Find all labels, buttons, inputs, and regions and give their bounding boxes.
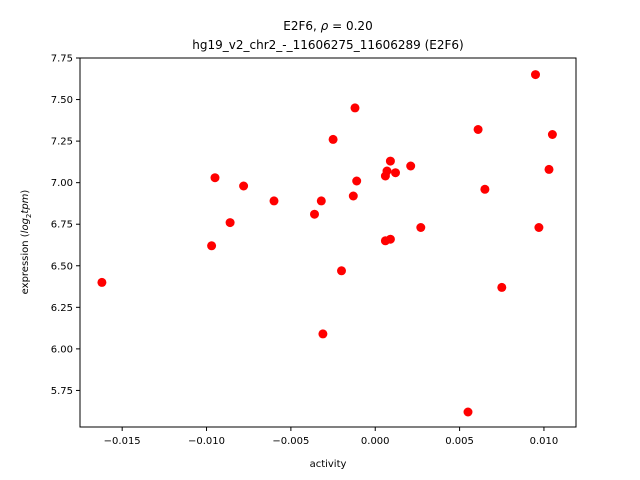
data-point (547, 130, 557, 139)
y-axis-ticks: 5.75 6.00 6.25 6.50 6.75 7.00 7.25 7.50 7.75 (51, 54, 80, 397)
y-tick-label: 6.50 (51, 261, 73, 272)
data-point (531, 70, 540, 80)
y-tick-label: 7.75 (51, 54, 73, 65)
data-point (391, 168, 400, 178)
data-point (473, 125, 483, 134)
data-point (207, 241, 217, 251)
data-point (497, 282, 507, 292)
data-point (310, 209, 319, 219)
x-tick-label: 0.010 (530, 436, 559, 447)
data-point (225, 218, 235, 228)
data-point (385, 234, 395, 244)
data-point (316, 196, 326, 206)
x-axis-ticks: −0.015 −0.010 −0.005 0.000 0.005 0.010 (104, 427, 559, 447)
data-point (416, 223, 426, 232)
data-point (269, 196, 279, 206)
data-point (406, 161, 416, 171)
x-tick-label: 0.005 (445, 436, 474, 447)
chart-title-line2: hg19_v2_chr2_-_11606275_11606289 (E2F6) (192, 38, 463, 52)
y-tick-label: 5.75 (51, 386, 73, 397)
plot-area (97, 70, 557, 417)
y-tick-label: 7.25 (51, 137, 73, 148)
data-point (463, 407, 473, 417)
data-point (318, 329, 328, 339)
y-tick-label: 6.00 (51, 344, 73, 355)
data-point (348, 191, 358, 201)
axes-frame (79, 57, 577, 428)
y-tick-label: 6.75 (51, 220, 73, 231)
data-point (385, 156, 395, 166)
y-axis-label: expression (log2tpm) (20, 190, 33, 295)
y-tick-label: 7.00 (51, 178, 73, 189)
data-point (350, 103, 360, 113)
data-point (382, 166, 392, 176)
data-point (544, 164, 554, 174)
data-point (210, 173, 220, 183)
data-point (337, 266, 346, 276)
x-tick-label: −0.005 (272, 436, 309, 447)
data-point (239, 181, 249, 191)
data-point (328, 134, 338, 144)
y-tick-label: 7.50 (51, 95, 73, 106)
data-point (352, 176, 362, 186)
chart-title-line1: E2F6, ρ = 0.20 (283, 19, 372, 33)
x-tick-label: −0.010 (188, 436, 225, 447)
data-point (97, 277, 107, 287)
data-point (480, 184, 490, 194)
data-point (534, 223, 544, 232)
x-axis-label: activity (310, 459, 347, 470)
x-tick-label: −0.015 (104, 436, 141, 447)
x-tick-label: 0.000 (361, 436, 390, 447)
y-tick-label: 6.25 (51, 303, 73, 314)
